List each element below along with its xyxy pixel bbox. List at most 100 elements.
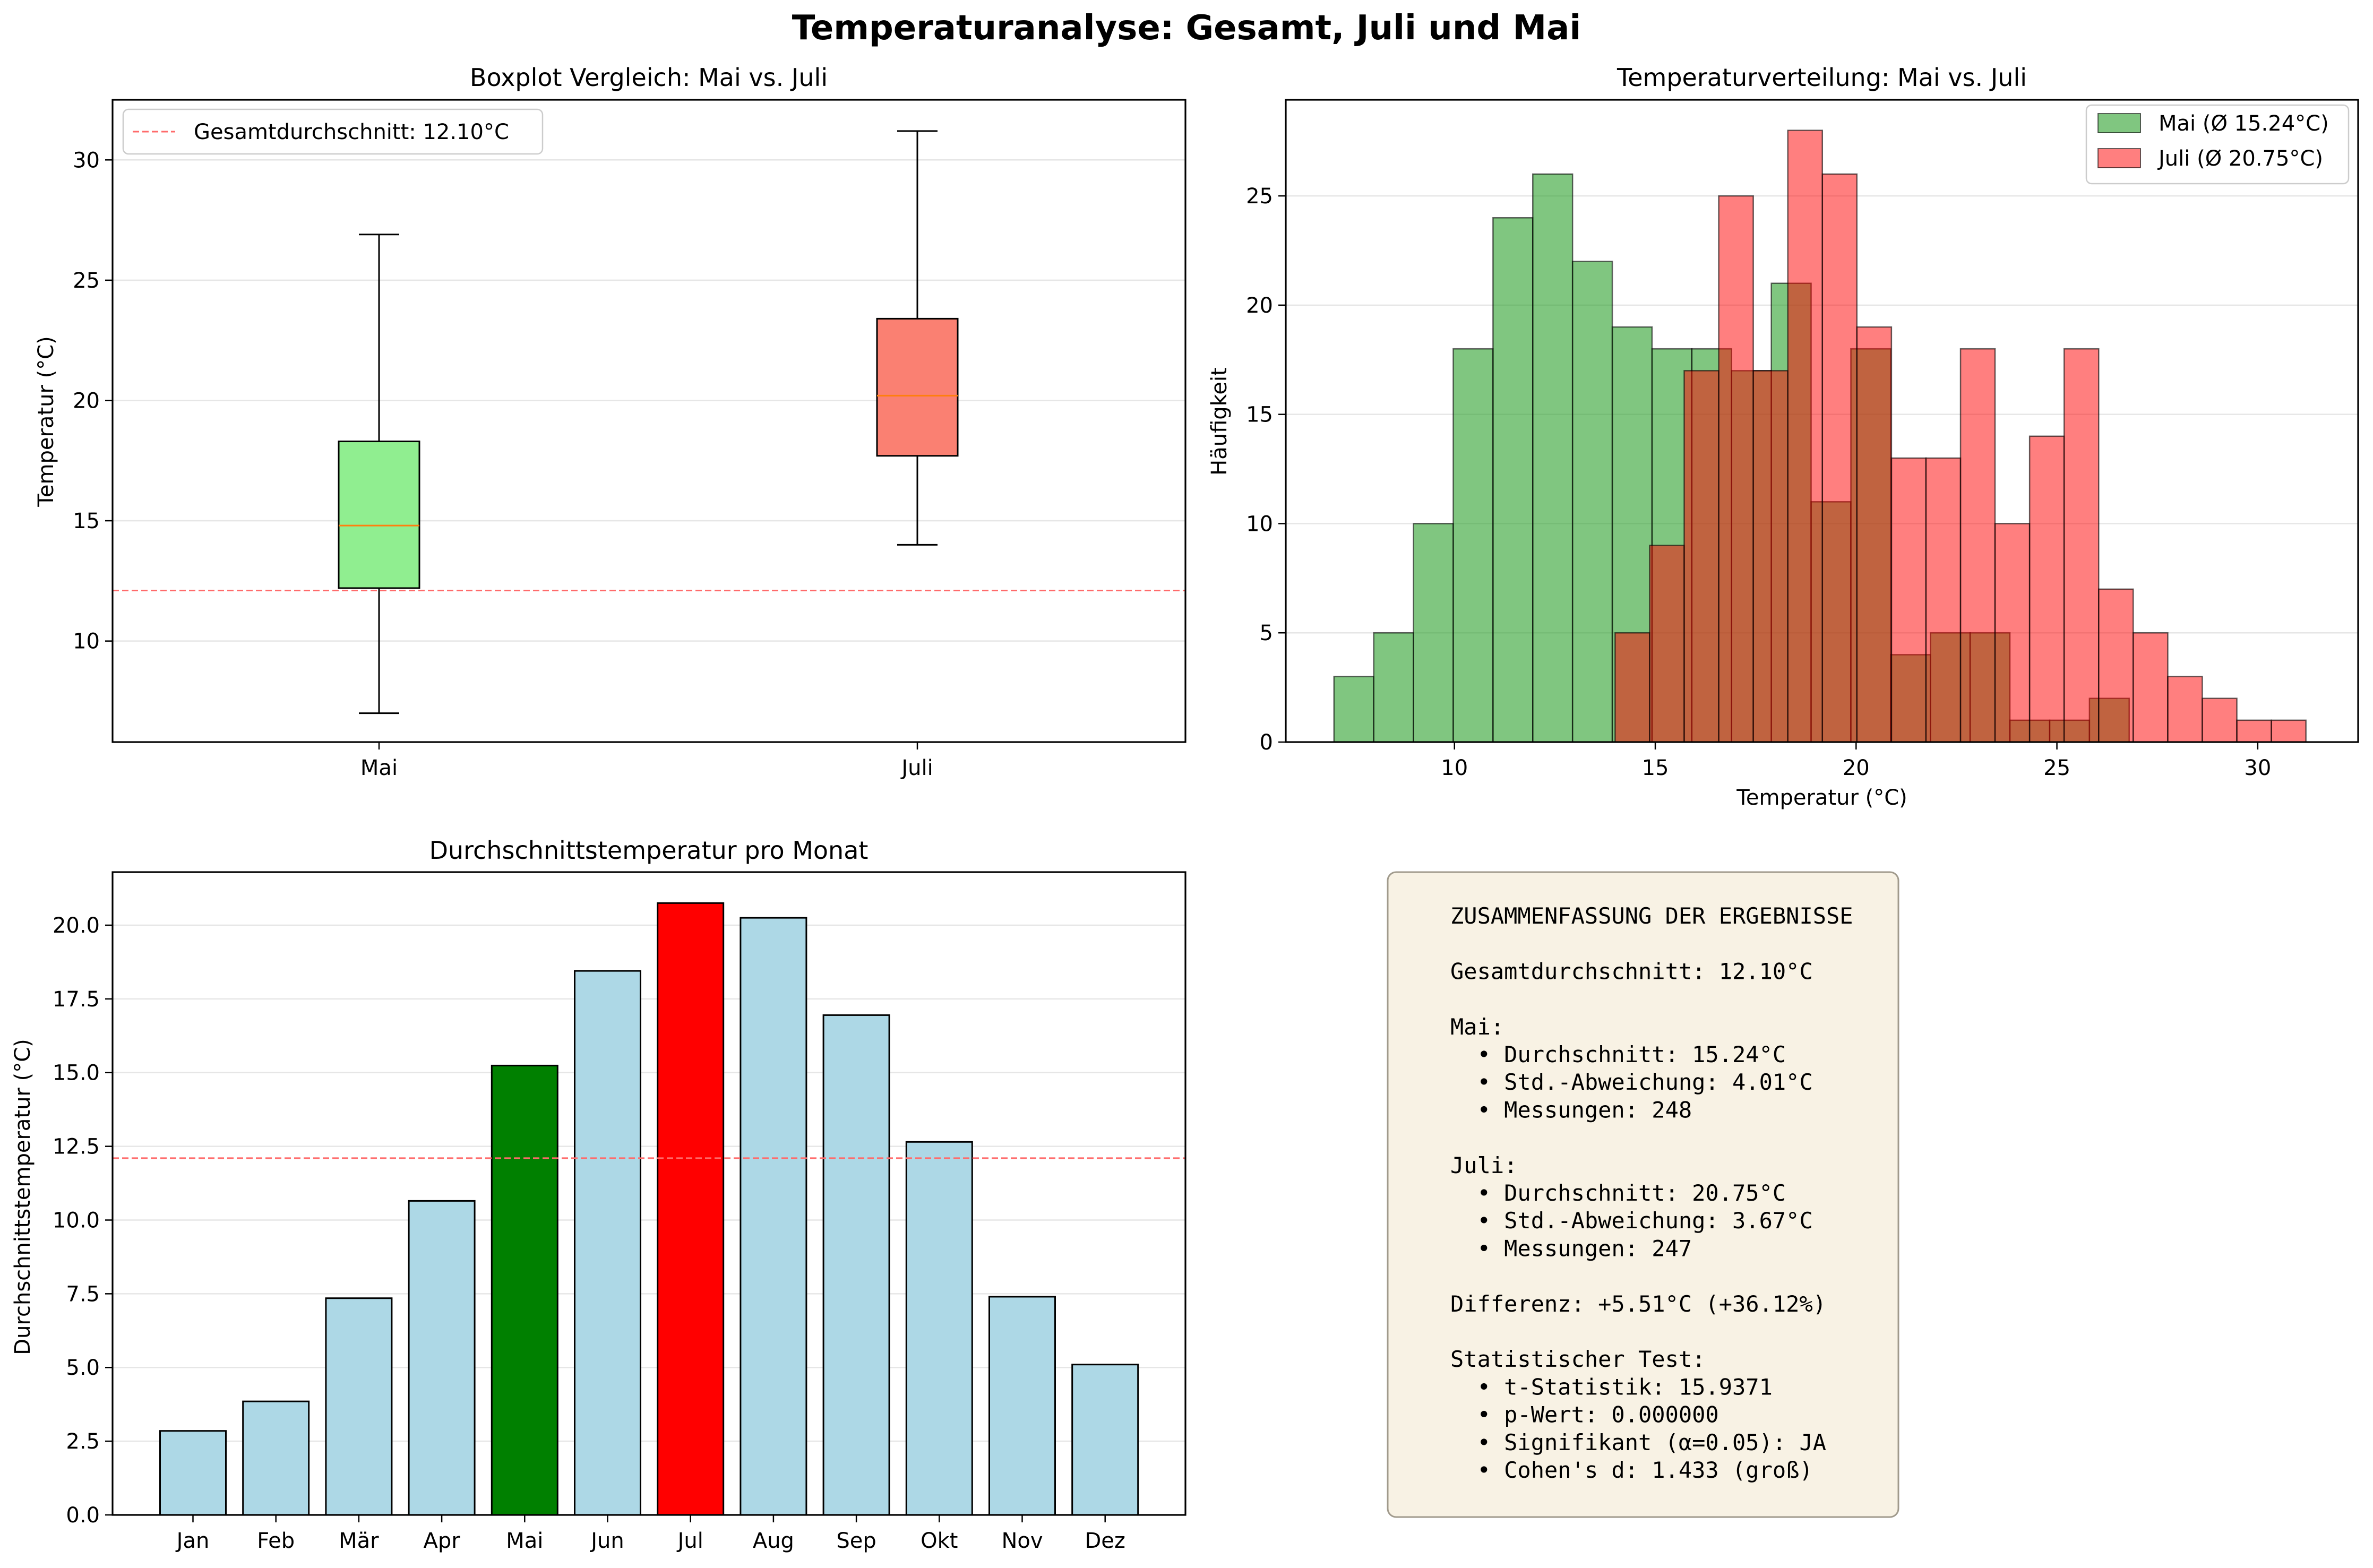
monthly-bar-xtick-label: Feb: [257, 1529, 295, 1553]
histogram-ytick-label: 15: [1246, 403, 1273, 427]
boxplot-ytick-label: 30: [73, 148, 100, 173]
histogram-bar-juli: [1821, 173, 1858, 743]
monthly-bar-7: [740, 917, 807, 1516]
monthly-bar-ytick-label: 0.0: [66, 1503, 100, 1528]
histogram-panel: Temperaturverteilung: Mai vs. Juli Häufi…: [1207, 63, 2359, 810]
legend-mai-label: Mai (Ø 15.24°C): [2159, 111, 2329, 136]
monthly-bar-ytick-label: 17.5: [53, 987, 100, 1012]
monthly-bar-ytick-label: 10.0: [53, 1208, 100, 1233]
histogram-bar-juli: [1856, 326, 1893, 743]
summary-line: • Durchschnitt: 15.24°C: [1450, 1041, 1786, 1067]
histogram-bar-juli: [1925, 457, 1962, 743]
summary-line: • Messungen: 247: [1450, 1235, 1692, 1261]
boxplot-panel: Boxplot Vergleich: Mai vs. Juli Temperat…: [34, 63, 1186, 780]
summary-panel: ZUSAMMENFASSUNG DER ERGEBNISSE Gesamtdurc…: [1387, 871, 1899, 1518]
monthly-bar-panel: Durchschnittstemperatur pro Monat Durchs…: [11, 836, 1186, 1553]
histogram-bar-mai: [1413, 523, 1454, 743]
summary-line: • Std.-Abweichung: 4.01°C: [1450, 1069, 1813, 1095]
legend-mai-swatch: [2097, 113, 2141, 133]
monthly-bar-ytick-label: 2.5: [66, 1429, 100, 1454]
monthly-bar-xtick-label: Okt: [921, 1529, 958, 1553]
histogram-xtick-label: 20: [1843, 756, 1870, 780]
summary-line: Differenz: +5.51°C (+36.12%): [1450, 1291, 1826, 1317]
histogram-xtick-label: 30: [2244, 756, 2271, 780]
histogram-bar-juli: [1649, 545, 1685, 743]
boxplot-ytick-label: 20: [73, 389, 100, 413]
monthly-bar-xtick-label: Jan: [175, 1529, 210, 1553]
histogram-bar-juli: [1718, 195, 1754, 743]
monthly-bar-ylabel: Durchschnittstemperatur (°C): [11, 1039, 35, 1355]
summary-box: [1387, 871, 1899, 1518]
boxplot-ylabel: Temperatur (°C): [34, 336, 58, 507]
boxplot-ytick-label: 25: [73, 269, 100, 293]
monthly-bar-xtick-label: Jun: [589, 1529, 624, 1553]
histogram-ytick-label: 25: [1246, 184, 1273, 209]
monthly-bar-8: [822, 1014, 890, 1516]
histogram-bar-juli: [2133, 632, 2169, 743]
monthly-bar-ytick-label: 7.5: [66, 1282, 100, 1306]
histogram-bar-juli: [1614, 632, 1650, 743]
boxplot-xtick-label: Mai: [360, 756, 398, 780]
summary-line: • Messungen: 248: [1450, 1097, 1692, 1123]
summary-line: • Signifikant (α=0.05): JA: [1450, 1429, 1826, 1455]
histogram-bar-juli: [1959, 348, 1996, 743]
monthly-bar-9: [905, 1141, 973, 1516]
histogram-ytick-label: 5: [1260, 621, 1273, 645]
monthly-bar-ytick-label: 20.0: [53, 914, 100, 938]
histogram-legend: Mai (Ø 15.24°C) Juli (Ø 20.75°C): [2085, 104, 2350, 185]
histogram-ytick-label: 20: [1246, 294, 1273, 318]
histogram-bar-juli: [2063, 348, 2100, 743]
summary-line: ZUSAMMENFASSUNG DER ERGEBNISSE: [1450, 903, 1853, 929]
histogram-bar-mai: [1571, 261, 1613, 743]
histogram-bar-juli: [2271, 719, 2307, 743]
histogram-bar-juli: [1890, 457, 1927, 743]
boxplot-legend: Gesamtdurchschnitt: 12.10°C: [122, 108, 544, 155]
boxplot-ytick-label: 15: [73, 509, 100, 533]
histogram-bar-juli: [1787, 130, 1824, 743]
monthly-bar-title: Durchschnittstemperatur pro Monat: [429, 836, 869, 865]
monthly-bar-6: [657, 902, 725, 1516]
histogram-xtick-label: 10: [1441, 756, 1468, 780]
monthly-bar-xtick-label: Sep: [836, 1529, 876, 1553]
monthly-bar-11: [1071, 1364, 1139, 1516]
monthly-bar-3: [408, 1200, 476, 1516]
histogram-xlabel: Temperatur (°C): [1736, 786, 1907, 810]
histogram-ylabel: Häufigkeit: [1207, 367, 1232, 476]
histogram-bar-mai: [1333, 676, 1374, 743]
histogram-bar-juli: [1752, 370, 1789, 743]
summary-line: • Std.-Abweichung: 3.67°C: [1450, 1208, 1813, 1234]
monthly-bar-xtick-label: Dez: [1085, 1529, 1125, 1553]
monthly-bar-xtick-label: Apr: [423, 1529, 460, 1553]
boxplot-ytick-label: 10: [73, 630, 100, 654]
monthly-bar-ytick-label: 5.0: [66, 1356, 100, 1380]
boxplot-xtick-label: Juli: [900, 756, 933, 780]
histogram-bar-juli: [2202, 697, 2238, 743]
histogram-bar-juli: [2167, 676, 2203, 743]
legend-juli-label: Juli (Ø 20.75°C): [2157, 147, 2323, 171]
histogram-bar-mai: [1373, 632, 1414, 743]
summary-line: • Durchschnitt: 20.75°C: [1450, 1180, 1786, 1206]
histogram-ytick-label: 0: [1260, 730, 1273, 755]
summary-line: Statistischer Test:: [1450, 1346, 1705, 1372]
summary-line: Juli:: [1450, 1152, 1517, 1178]
histogram-bar-mai: [1452, 348, 1494, 743]
histogram-bar-juli: [1994, 523, 2031, 743]
summary-line: Mai:: [1450, 1014, 1504, 1040]
monthly-bar-xtick-label: Jul: [676, 1529, 703, 1553]
legend-juli-swatch: [2097, 148, 2141, 168]
monthly-bar-ytick-label: 12.5: [53, 1135, 100, 1159]
monthly-bar-2: [325, 1297, 393, 1516]
figure-suptitle: Temperaturanalyse: Gesamt, Juli und Mai: [792, 8, 1581, 48]
histogram-bar-mai: [1492, 217, 1534, 743]
histogram-xtick-label: 25: [2043, 756, 2070, 780]
legend-reference-line-label: Gesamtdurchschnitt: 12.10°C: [194, 120, 509, 144]
histogram-ytick-label: 10: [1246, 512, 1273, 536]
summary-line: • Cohen's d: 1.433 (groß): [1450, 1457, 1813, 1483]
boxplot-title: Boxplot Vergleich: Mai vs. Juli: [470, 63, 828, 92]
summary-line: • p-Wert: 0.000000: [1450, 1402, 1719, 1428]
monthly-bar-1: [242, 1400, 310, 1516]
monthly-bar-axes-frame: [111, 871, 1186, 1516]
histogram-bar-juli: [2098, 588, 2134, 743]
histogram-bar-juli: [2236, 719, 2272, 743]
